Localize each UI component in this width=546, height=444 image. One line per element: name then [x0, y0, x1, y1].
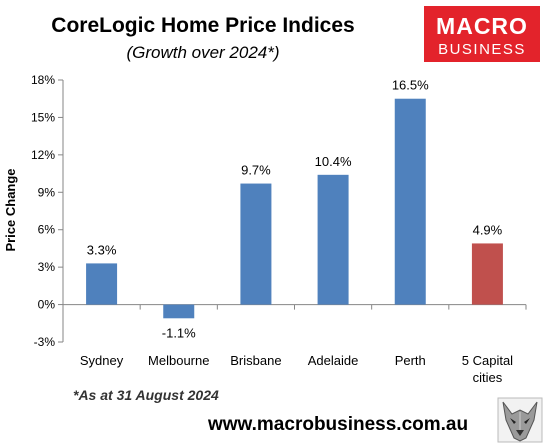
- y-axis-label: Price Change: [3, 168, 18, 251]
- category-label: Adelaide: [308, 353, 359, 368]
- data-label: 4.9%: [473, 222, 503, 237]
- chart-subtitle: (Growth over 2024*): [126, 43, 279, 62]
- category-label: Sydney: [80, 353, 124, 368]
- bar-5-capital-cities: [471, 243, 503, 305]
- data-label: -1.1%: [162, 325, 196, 340]
- y-tick-label: -3%: [34, 335, 56, 349]
- data-label: 16.5%: [392, 78, 429, 93]
- category-label: 5 Capital: [462, 353, 513, 368]
- bar-adelaide: [317, 174, 349, 305]
- footnote: *As at 31 August 2024: [73, 387, 219, 403]
- category-label: cities: [473, 370, 503, 385]
- chart-title: CoreLogic Home Price Indices: [51, 14, 354, 37]
- y-tick-label: 15%: [31, 110, 55, 124]
- y-tick-label: 9%: [38, 185, 56, 199]
- website-url: www.macrobusiness.com.au: [207, 414, 468, 435]
- bar-melbourne: [163, 304, 195, 319]
- bar-sydney: [86, 263, 118, 305]
- y-tick-label: 3%: [38, 260, 56, 274]
- category-label: Melbourne: [148, 353, 209, 368]
- x-axis: [62, 304, 527, 310]
- data-label: 9.7%: [241, 163, 271, 178]
- logo-line-1: MACRO: [436, 13, 528, 39]
- y-tick-label: 0%: [38, 298, 56, 312]
- y-tick-label: 18%: [31, 73, 55, 87]
- category-label: Brisbane: [230, 353, 281, 368]
- data-label: 3.3%: [87, 242, 117, 257]
- logo-line-2: BUSINESS: [438, 41, 526, 58]
- y-tick-label: 6%: [38, 223, 56, 237]
- y-axis: -3% 0% 3% 6% 9% 12% 15% 18%: [31, 73, 64, 349]
- bar-perth: [394, 98, 426, 305]
- category-label: Perth: [395, 353, 426, 368]
- data-labels: 3.3% -1.1% 9.7% 10.4% 16.5% 4.9%: [87, 78, 503, 341]
- category-labels: Sydney Melbourne Brisbane Adelaide Perth 5 Ca…: [80, 353, 513, 385]
- logo-background: [424, 6, 540, 62]
- data-label: 10.4%: [315, 154, 352, 169]
- macrobusiness-logo: MACRO BUSINESS: [424, 6, 540, 62]
- wolf-icon: [497, 397, 543, 443]
- y-tick-label: 12%: [31, 148, 55, 162]
- bar-brisbane: [240, 183, 272, 305]
- bars: [86, 98, 503, 319]
